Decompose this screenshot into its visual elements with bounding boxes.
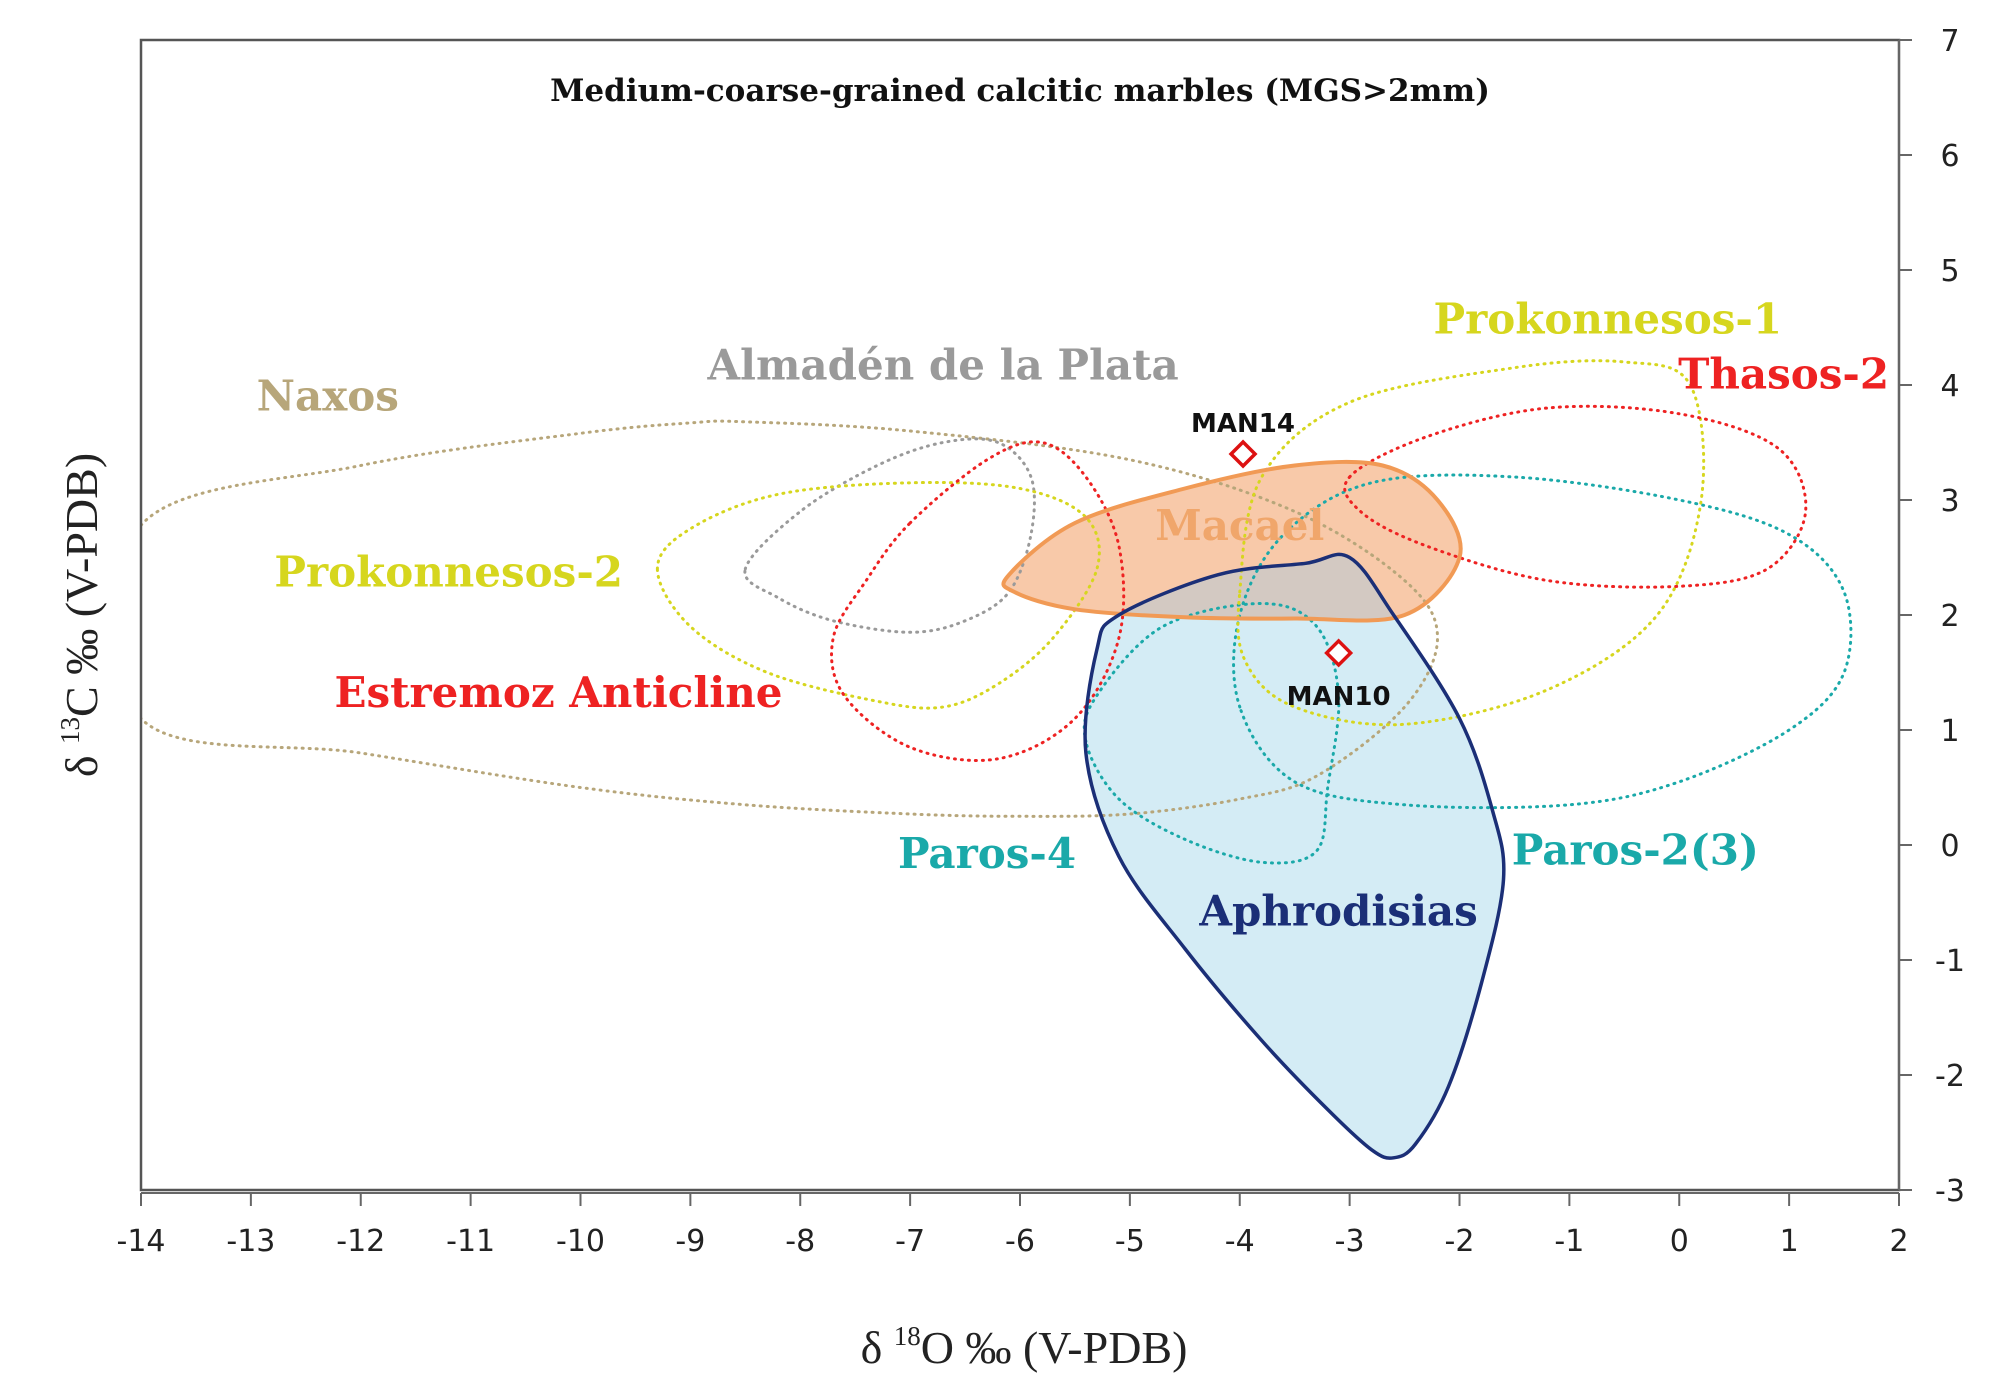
y-axis: -3 -2 -1 0 1 2 3 4 5 6 7 <box>1898 24 1965 1209</box>
thasos2-label: Thasos-2 <box>1678 349 1889 398</box>
estremoz-label: Estremoz Anticline <box>334 668 782 717</box>
prok2-outline <box>655 480 1101 710</box>
sample-label-man10: MAN10 <box>1287 682 1391 712</box>
y-axis-label: δ 13C ‰ (V-PDB) <box>55 453 107 777</box>
points-layer: MAN14 MAN10 <box>1191 409 1391 712</box>
sample-marker-man10 <box>1324 638 1354 668</box>
x-tick-label: -4 <box>1225 1224 1255 1259</box>
x-tick-label: -2 <box>1445 1224 1475 1259</box>
x-tick-label: 0 <box>1670 1224 1689 1259</box>
estremoz-outline <box>830 440 1126 762</box>
almaden-outline <box>743 437 1036 634</box>
paros23-outline <box>1232 473 1853 810</box>
x-tick-label: -5 <box>1115 1224 1145 1259</box>
y-tick-label: 5 <box>1940 254 1959 289</box>
x-axis: -14 -13 -12 -11 -10 -9 -8 -7 -6 -5 -4 -3 -2 -1 0 1 2 <box>117 1192 1909 1259</box>
paros4-outline <box>1082 601 1341 865</box>
sample-marker-man14 <box>1228 439 1258 469</box>
y-tick-label: 6 <box>1940 139 1959 174</box>
y-tick-label: 0 <box>1940 829 1959 864</box>
y-tick-label: 7 <box>1940 24 1959 59</box>
x-axis-label: δ 18O ‰ (V-PDB) <box>861 1321 1188 1373</box>
x-tick-label: -6 <box>1005 1224 1035 1259</box>
macael-outline <box>1001 459 1463 623</box>
paros4-label: Paros-4 <box>898 829 1076 878</box>
y-tick-label: -1 <box>1935 944 1965 979</box>
y-tick-label: -3 <box>1935 1174 1965 1209</box>
plot-frame <box>139 38 1901 1192</box>
x-tick-label: -8 <box>785 1224 815 1259</box>
paros23-label: Paros-2(3) <box>1512 826 1759 875</box>
y-tick-label: -2 <box>1935 1059 1965 1094</box>
x-tick-label: -1 <box>1554 1224 1584 1259</box>
x-tick-label: -10 <box>556 1224 605 1259</box>
y-tick-label: 2 <box>1940 599 1959 634</box>
sample-label-man14: MAN14 <box>1191 409 1295 439</box>
almaden-label: Almadén de la Plata <box>706 340 1178 389</box>
x-tick-label: -9 <box>675 1224 705 1259</box>
aphrodisias-label: Aphrodisias <box>1198 887 1477 936</box>
x-tick-label: -12 <box>336 1224 385 1259</box>
chart-title: Medium-coarse-grained calcitic marbles (… <box>550 73 1490 109</box>
regions-layer: Naxos Almadén de la Plata Prokonnesos-2 Est… <box>141 294 1889 1160</box>
aphrodisias-outline <box>1083 552 1506 1160</box>
y-tick-label: 4 <box>1940 369 1959 404</box>
macael-label: Macael <box>1155 501 1324 550</box>
prok2-label: Prokonnesos-2 <box>274 547 623 596</box>
y-tick-label: 3 <box>1940 484 1959 519</box>
x-tick-label: -13 <box>226 1224 275 1259</box>
x-tick-label: 1 <box>1780 1224 1799 1259</box>
x-tick-label: -3 <box>1335 1224 1365 1259</box>
y-tick-label: 1 <box>1940 714 1959 749</box>
x-tick-label: 2 <box>1889 1224 1908 1259</box>
aphrodisias-area <box>1085 554 1504 1159</box>
x-tick-label: -11 <box>446 1224 495 1259</box>
naxos-label: Naxos <box>257 371 399 420</box>
x-tick-label: -7 <box>895 1224 925 1259</box>
x-tick-label: -14 <box>117 1224 166 1259</box>
prok1-label: Prokonnesos-1 <box>1434 294 1783 343</box>
